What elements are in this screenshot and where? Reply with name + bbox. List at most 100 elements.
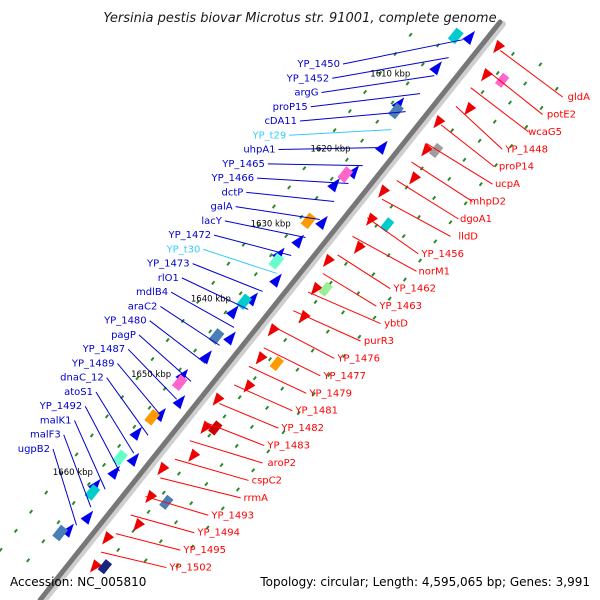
gene-arrow [374,140,388,155]
feature-tick [447,176,452,182]
gene-label-left: galA [210,202,232,213]
feature-tick [390,100,395,105]
scale-tick-label: 1610 kbp [370,69,410,79]
feature-tick [161,490,166,495]
feature-tick [13,528,18,533]
gene-label-right: YP_1476 [336,353,380,364]
feature-tick [26,558,31,563]
feature-tick [477,138,482,143]
leader-line-left [192,263,263,292]
gene-block [318,281,333,297]
gene-label-left: atoS1 [64,387,93,398]
leader-line-left [257,177,349,185]
feature-tick [362,89,368,95]
scale-layer: 1610 kbp 1620 kbp 1630 kbp 1640 kbp 1650 kbp… [53,69,410,478]
feature-tick [314,195,319,201]
map-title: Yersinia pestis biovar Microtus str. 910… [103,11,496,26]
feature-tick [280,386,285,391]
gene-arrow [421,143,434,157]
feature-tick [287,185,292,190]
leader-line-right [145,495,209,516]
feature-tick [89,433,94,438]
leader-line-left [310,93,421,108]
leader-line-left [289,129,392,136]
gene-block [268,253,285,270]
feature-tick [347,108,352,114]
leader-line-right [352,235,417,272]
gene-label-right: YP_1494 [196,528,240,539]
gene-arrow [145,489,158,504]
feature-tick [165,337,170,343]
feature-tick [176,471,181,476]
leader-line-left [213,234,292,256]
feature-tick [147,405,152,410]
leader-line-left [278,147,378,151]
feature-tick [402,277,407,282]
feature-tick [340,310,346,315]
leader-line-right [440,124,495,168]
gene-block [208,420,223,436]
leader-line-left [299,111,406,122]
scale-tick-label: 1640 kbp [191,295,231,305]
feature-tick [235,487,240,492]
feature-tick [492,119,497,124]
gene-label-left: malF3 [30,430,61,441]
feature-tick [211,280,216,285]
gene-label-left: uhpA1 [243,145,275,156]
gene-label-right: cspC2 [252,475,282,486]
gene-label-left: YP_t29 [251,130,286,141]
feature-tick [135,375,140,381]
feature-tick [418,258,423,263]
leader-line-right [485,68,543,115]
feature-tick [234,443,239,449]
feature-tick [493,162,499,168]
leader-line-right [307,291,381,325]
scale-tick-label: 1620 kbp [310,144,350,154]
feature-tick [283,337,288,343]
feature-tick [205,525,210,530]
gene-label-left: pagP [111,330,136,341]
gene-label-right: YP_1463 [378,301,422,312]
gene-label-right: potE2 [547,109,576,120]
gene-arrow [172,395,186,410]
gene-label-left: rlO1 [158,273,179,284]
feature-tick [173,520,179,525]
gene-label-left: YP_t30 [166,244,201,255]
feature-tick [271,204,276,209]
leader-line-right [381,198,451,237]
feature-tick [74,452,79,457]
gene-label-left: YP_1487 [82,344,126,355]
feature-tick [268,252,274,258]
gene-label-right: gldA [568,92,590,103]
leader-line-right [366,217,419,255]
leader-line-right [455,105,503,150]
feature-tick [507,100,512,105]
gene-label-right: YP_1462 [392,284,436,295]
gene-arrow [269,273,282,288]
feature-tick [495,70,500,76]
gene-label-right: purR3 [364,336,394,347]
leader-line-left [74,420,106,490]
leader-line-right [396,180,459,220]
feature-tick [480,89,485,95]
gene-arrow [378,184,391,198]
feature-tick [344,157,349,162]
leader-line-left [160,305,220,346]
leader-line-right [263,347,321,377]
leader-line-left [203,248,278,274]
gene-arrow [188,448,201,462]
leader-line-left [332,57,449,79]
gene-label-right: YP_1456 [420,249,464,260]
gene-arrow [226,305,239,320]
gene-arrow [126,452,140,467]
gene-block [379,217,395,233]
gene-label-right: proP14 [499,162,534,173]
feature-tick [132,424,137,430]
gene-label-left: YP_1472 [168,230,212,241]
backbone-layer [37,19,506,600]
gene-block [388,102,404,120]
gene-arrow [102,531,115,545]
feature-tick [265,405,270,410]
gene-label-left: YP_1465 [221,159,265,170]
